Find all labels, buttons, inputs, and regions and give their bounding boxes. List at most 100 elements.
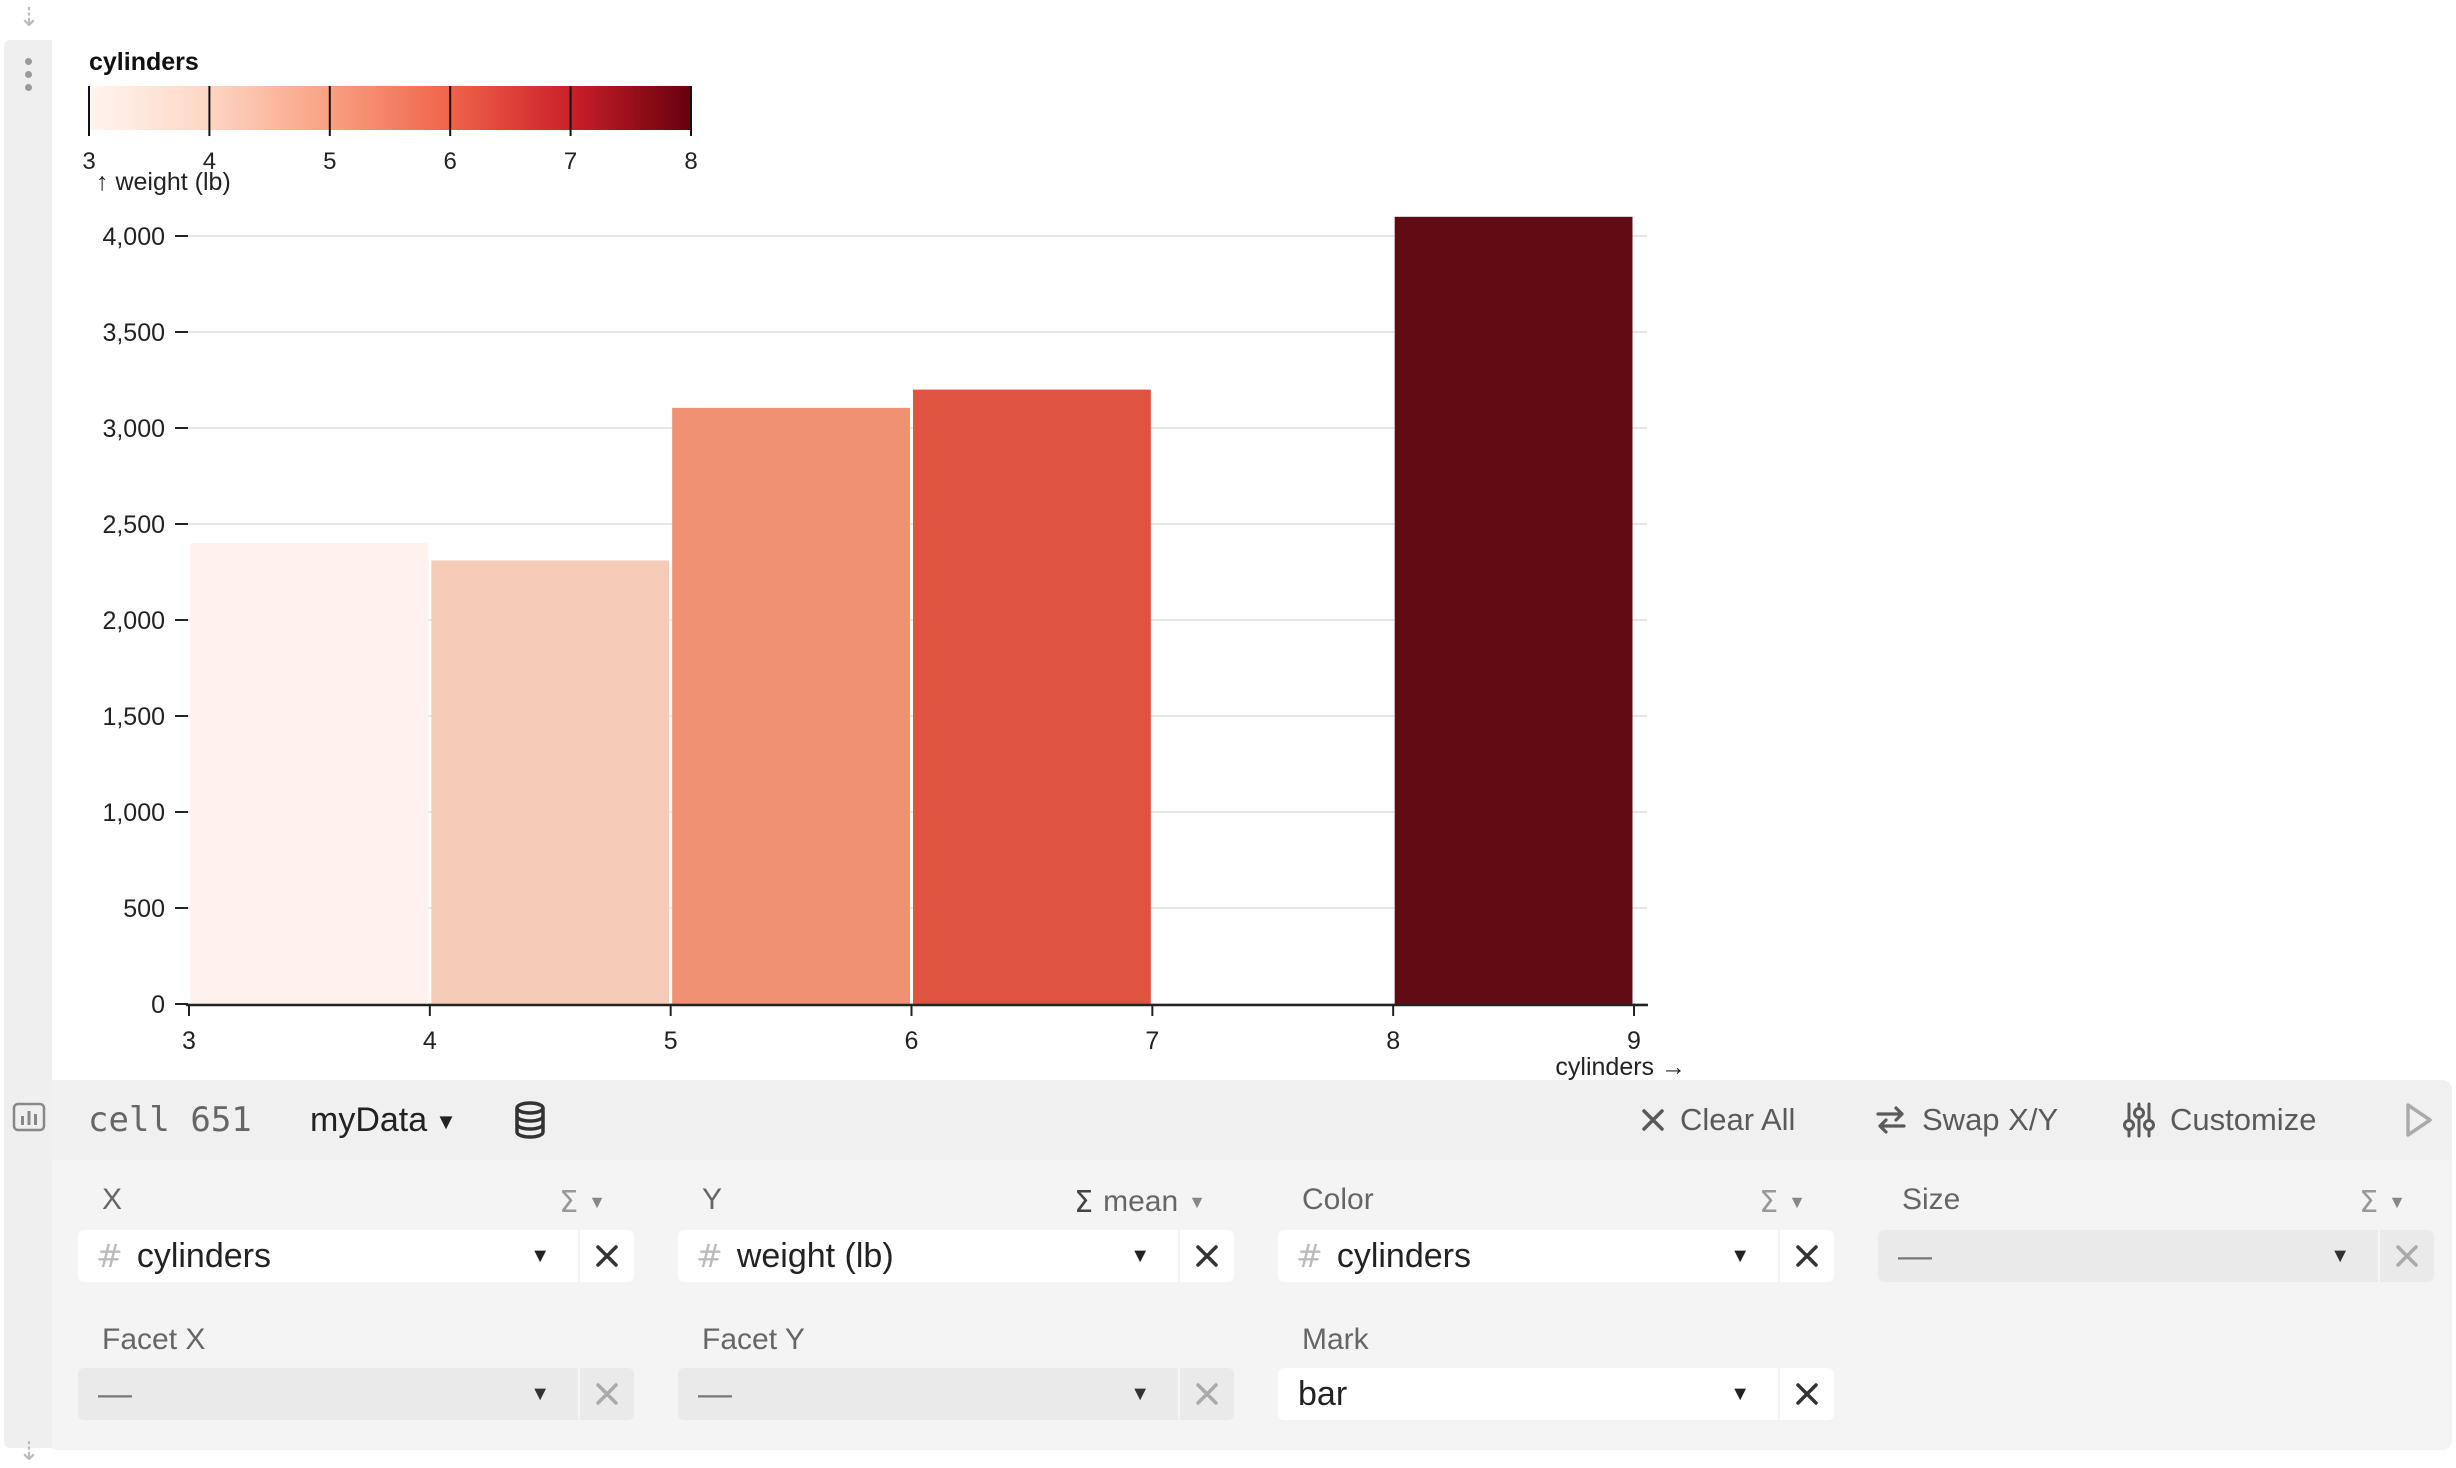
color-encoding-label: Color [1302,1183,1374,1216]
x-tick-label: 4 [423,1027,437,1055]
sigma-icon: Σ [559,1184,579,1220]
y-field-select[interactable]: # weight (lb) ▼ [678,1230,1178,1282]
chevron-down-icon: ▼ [1130,1382,1150,1405]
dataset-select[interactable]: myData ▼ [310,1100,457,1142]
facet-x-clear-button[interactable] [580,1368,634,1420]
sliders-icon [2123,1102,2155,1138]
chart-cell-icon [12,1102,46,1132]
color-field-select[interactable]: # cylinders ▼ [1278,1230,1778,1282]
mark-label: Mark [1302,1323,1369,1356]
chart: cylinders 3 4 5 6 7 8 ↑ weight (lb) 0 500 1,000… [82,48,1686,1080]
size-aggregate-select[interactable]: Σ ▼ [2359,1184,2406,1220]
color-legend: cylinders 3 4 5 6 7 8 [82,48,697,175]
y-axis-label: ↑ weight (lb) [96,168,231,196]
chevron-down-icon: ▼ [2330,1244,2350,1267]
close-icon [1796,1245,1818,1267]
y-field-value: weight (lb) [736,1236,894,1275]
y-tick-label: 1,000 [102,799,165,827]
chevron-down-icon: ▼ [530,1382,550,1405]
y-encoding-label: Y [702,1183,723,1216]
clear-all-button[interactable]: Clear All [1640,1098,1795,1142]
x-tick-label: 6 [905,1027,919,1055]
swap-arrows-icon [1876,1106,1906,1134]
swap-xy-label: Swap X/Y [1922,1102,2059,1137]
x-clear-button[interactable] [580,1230,634,1282]
chevron-down-icon: ▼ [588,1191,606,1212]
y-tick-label: 4,000 [102,223,165,251]
close-icon [596,1383,618,1405]
color-aggregate-select[interactable]: Σ ▼ [1759,1184,1806,1220]
cell-menu-icon[interactable] [18,58,38,98]
builder-toolbar: cell 651 myData ▼ Clear All Swap X/Y [52,1080,2452,1160]
color-clear-button[interactable] [1780,1230,1834,1282]
y-clear-button[interactable] [1180,1230,1234,1282]
hash-icon: # [696,1237,723,1275]
x-encoding-label: X [102,1183,123,1216]
customize-button[interactable]: Customize [2122,1098,2316,1142]
size-clear-button[interactable] [2380,1230,2434,1282]
database-icon[interactable] [510,1100,550,1140]
dataset-name: myData [310,1101,428,1139]
chevron-down-icon: ▼ [1130,1244,1150,1267]
mark-select[interactable]: bar ▼ [1278,1368,1778,1420]
y-tick-label: 3,000 [102,415,165,443]
chevron-down-icon: ▼ [1730,1244,1750,1267]
facet-x-label: Facet X [102,1323,206,1356]
mark-clear-button[interactable] [1780,1368,1834,1420]
close-icon [2396,1245,2418,1267]
cell-gutter [4,40,52,1448]
chevron-down-icon: ▼ [2388,1191,2406,1212]
bar [913,389,1151,1005]
run-icon[interactable] [2398,1100,2438,1140]
x-field-select[interactable]: # cylinders ▼ [78,1230,578,1282]
bar [672,407,910,1005]
facet-x-field-select[interactable]: — ▼ [78,1368,578,1420]
facet-x-field-value: — [98,1374,132,1413]
x-aggregate-select[interactable]: Σ ▼ [559,1184,606,1220]
customize-label: Customize [2170,1102,2317,1137]
size-encoding-label: Size [1902,1183,1961,1216]
x-tick-label: 5 [664,1027,678,1055]
drag-handle-bottom-icon[interactable]: ⇣ [18,1436,40,1466]
x-tick-label: 9 [1627,1027,1641,1055]
chevron-down-icon: ▼ [530,1244,550,1267]
sigma-icon: Σ [1074,1184,1094,1220]
color-field-value: cylinders [1336,1236,1471,1275]
x-tick-label: 7 [1145,1027,1159,1055]
cell-label: cell 651 [88,1100,252,1140]
legend-tick-label: 7 [564,148,577,175]
swap-xy-button[interactable]: Swap X/Y [1874,1098,2058,1142]
hash-icon: # [96,1237,123,1275]
mark-value: bar [1298,1374,1348,1413]
size-field-value: — [1898,1236,1932,1275]
close-icon [1796,1383,1818,1405]
legend-tick-label: 3 [82,148,95,175]
x-field-value: cylinders [136,1236,271,1275]
bar [1394,216,1633,1005]
bar [190,543,429,1004]
y-aggregate-value: mean [1103,1185,1179,1218]
chevron-down-icon: ▼ [1730,1382,1750,1405]
close-icon [1196,1245,1218,1267]
chevron-down-icon: ▼ [435,1109,457,1135]
legend-gradient-bar [89,86,691,130]
legend-tick-label: 6 [444,148,457,175]
y-tick-label: 2,000 [102,607,165,635]
y-tick-label: 0 [151,991,165,1019]
sigma-icon: Σ [1759,1184,1779,1220]
drag-handle-top-icon[interactable]: ⇣ [18,2,40,32]
close-icon [1196,1383,1218,1405]
hash-icon: # [1296,1237,1323,1275]
x-tick-label: 3 [182,1027,196,1055]
facet-y-field-select[interactable]: — ▼ [678,1368,1178,1420]
chevron-down-icon: ▼ [1788,1191,1806,1212]
size-field-select[interactable]: — ▼ [1878,1230,2378,1282]
y-tick-label: 1,500 [102,703,165,731]
y-tick-label: 500 [123,895,165,923]
facet-y-field-value: — [698,1374,732,1413]
facet-y-clear-button[interactable] [1180,1368,1234,1420]
y-tick-label: 3,500 [102,319,165,347]
legend-tick-label: 5 [323,148,336,175]
bar [431,560,670,1004]
